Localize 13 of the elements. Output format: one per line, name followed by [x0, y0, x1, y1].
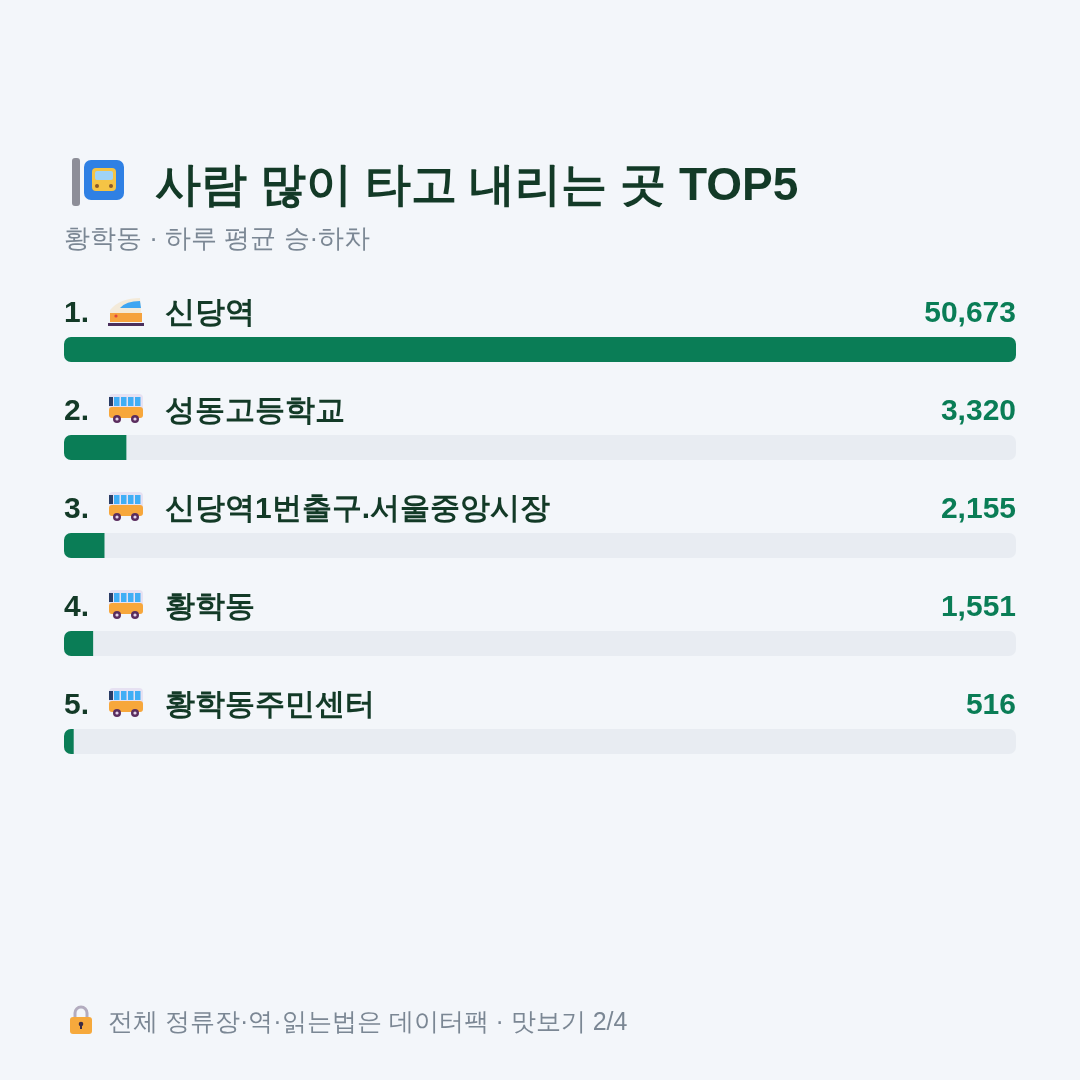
category-label: 1. 신당역 — [64, 295, 255, 328]
text: 전체 정류장·역·읽는법은 데이터팩 · 맛보기 2/4 — [108, 1007, 628, 1035]
category-label: 4. 황학동 — [64, 589, 255, 622]
data-label: 1,551 — [940, 589, 1016, 622]
category-label: 3. 신당역1번출구.서울중앙시장 — [64, 491, 551, 524]
data-label: 50,673 — [924, 295, 1016, 328]
data-label: 2,155 — [940, 491, 1016, 524]
chart-title: 사람 많이 타고 내리는 곳 TOP5 — [155, 158, 799, 210]
category-label: 5. 황학동주민센터 — [64, 687, 375, 720]
data-label: 516 — [965, 687, 1016, 720]
chart-subtitle: 황학동 · 하루 평균 승·하차 — [64, 223, 371, 253]
category-label: 2. 성동고등학교 — [64, 393, 345, 426]
data-label: 3,320 — [940, 393, 1016, 426]
